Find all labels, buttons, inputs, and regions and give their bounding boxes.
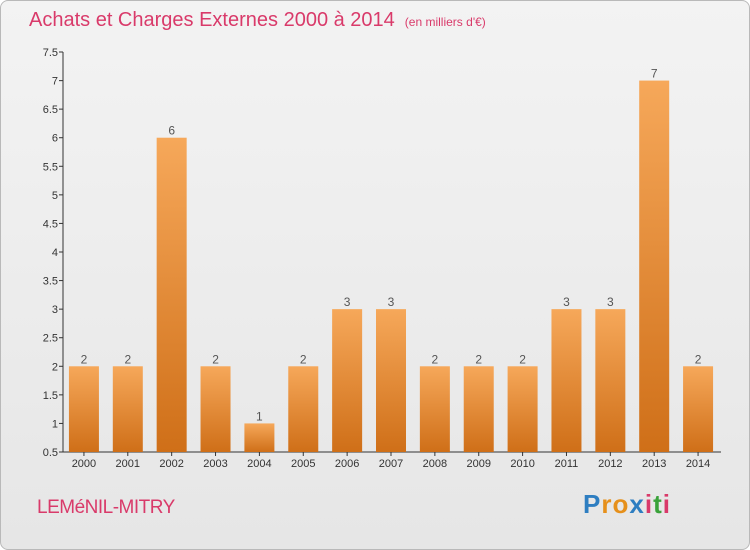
bar: [68, 366, 99, 452]
bar: [156, 137, 187, 452]
logo-letter: i: [644, 489, 654, 519]
logo-letter: o: [612, 489, 630, 519]
data-label: 6: [168, 124, 175, 138]
x-tick-label: 2014: [686, 458, 710, 470]
y-tick-label: 3: [52, 304, 58, 316]
title-unit: (en milliers d'€): [404, 15, 486, 29]
x-tick-label: 2011: [555, 458, 579, 470]
bar: [463, 366, 494, 452]
y-tick-label: 7: [52, 76, 58, 88]
y-tick-label: 4.5: [43, 218, 58, 230]
x-tick-label: 2013: [642, 458, 666, 470]
data-label: 2: [300, 352, 307, 366]
data-label: 2: [212, 352, 219, 366]
bar: [288, 366, 319, 452]
data-label: 3: [563, 295, 570, 309]
y-tick-label: 2: [52, 361, 58, 373]
x-tick-label: 2004: [247, 458, 271, 470]
x-tick-label: 2000: [72, 458, 96, 470]
x-tick-label: 2002: [159, 458, 183, 470]
y-tick-label: 1: [52, 418, 58, 430]
x-tick-label: 2003: [203, 458, 227, 470]
bar: [112, 366, 143, 452]
title-text: Achats et Charges Externes 2000 à 2014: [29, 9, 395, 31]
y-tick-label: 5: [52, 190, 58, 202]
bars: [68, 80, 714, 453]
logo-letter: i: [662, 489, 671, 519]
x-tick-label: 2010: [510, 458, 534, 470]
data-label: 2: [81, 352, 88, 366]
logo-letter: P: [583, 489, 602, 519]
data-label: 3: [344, 295, 351, 309]
bar: [639, 80, 670, 453]
data-label: 2: [124, 352, 131, 366]
bar: [244, 423, 275, 452]
logo-letter: t: [653, 489, 663, 519]
y-tick-label: 2.5: [43, 333, 58, 345]
chart-title: Achats et Charges Externes 2000 à 2014 (e…: [29, 9, 486, 32]
bar: [507, 366, 538, 452]
data-label: 2: [432, 352, 439, 366]
bar: [419, 366, 450, 452]
data-label: 3: [388, 295, 395, 309]
data-label: 2: [475, 352, 482, 366]
x-tick-label: 2007: [379, 458, 403, 470]
y-tick-label: 4: [52, 247, 58, 259]
y-tick-label: 6: [52, 133, 58, 145]
commune-name: LEMéNIL-MITRY: [37, 497, 175, 518]
bar: [200, 366, 231, 452]
y-tick-label: 7.5: [43, 47, 58, 59]
data-label: 1: [256, 409, 263, 423]
x-tick-label: 2009: [466, 458, 490, 470]
bar: [551, 309, 582, 452]
bar: [332, 309, 363, 452]
y-tick-label: 1.5: [43, 390, 58, 402]
logo-letter: r: [601, 489, 613, 519]
data-label: 2: [519, 352, 526, 366]
y-tick-label: 6.5: [43, 104, 58, 116]
x-tick-label: 2012: [598, 458, 622, 470]
x-tick-label: 2006: [335, 458, 359, 470]
bar: [683, 366, 714, 452]
data-label: 7: [651, 67, 658, 81]
logo-letter: x: [629, 489, 645, 519]
proxiti-logo: Proxiti: [583, 489, 671, 520]
bar: [595, 309, 626, 452]
x-tick-label: 2008: [423, 458, 447, 470]
data-label: 3: [607, 295, 614, 309]
y-tick-label: 0.5: [43, 447, 58, 459]
labels: 2 2000 2 2001 6 2002 2 2003 1 2004 2 2005 3 2006 3 2007…: [72, 67, 711, 470]
data-label: 2: [695, 352, 702, 366]
y-tick-label: 5.5: [43, 161, 58, 173]
bar: [376, 309, 406, 452]
x-tick-label: 2001: [116, 458, 140, 470]
x-tick-label: 2005: [291, 458, 315, 470]
y-tick-label: 3.5: [43, 276, 58, 288]
